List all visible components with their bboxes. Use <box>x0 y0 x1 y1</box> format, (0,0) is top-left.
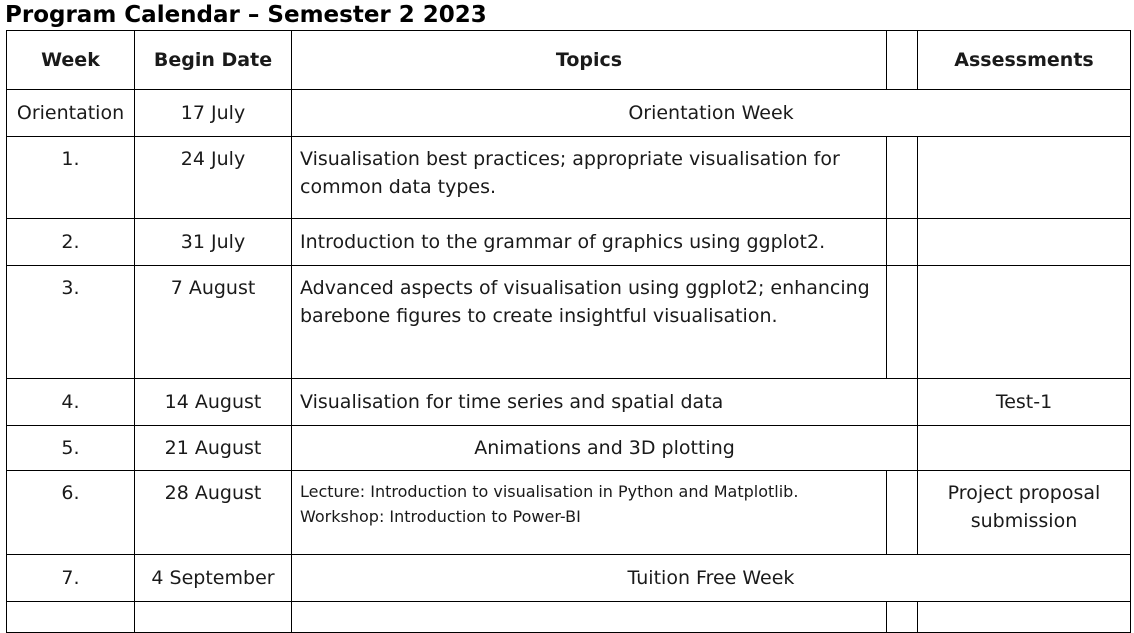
header-topics: Topics <box>291 30 887 90</box>
date-cell: 14 August <box>134 378 292 426</box>
date-cell: 28 August <box>134 470 292 555</box>
week-cell: 1. <box>6 136 135 219</box>
week-cell: 3. <box>6 265 135 379</box>
date-cell <box>134 601 292 633</box>
topic-workshop-line: Workshop: Introduction to Power-BI <box>300 507 581 526</box>
table-row-week-5: 5. 21 August Animations and 3D plotting <box>6 425 1131 471</box>
week-cell <box>6 601 135 633</box>
date-cell: 31 July <box>134 218 292 266</box>
blank-cell <box>886 470 918 555</box>
topic-cell: Orientation Week <box>291 89 1131 137</box>
blank-cell <box>886 218 918 266</box>
program-calendar-table: Week Begin Date Topics Assessments Orien… <box>6 30 1131 633</box>
week-cell: 7. <box>6 554 135 602</box>
topic-cell: Visualisation best practices; appropriat… <box>291 136 887 219</box>
topic-lecture-line: Lecture: Introduction to visualisation i… <box>300 482 799 501</box>
blank-cell <box>886 136 918 219</box>
topic-cell: Tuition Free Week <box>291 554 1131 602</box>
topic-cell: Advanced aspects of visualisation using … <box>291 265 887 379</box>
assessment-cell <box>917 265 1131 379</box>
assessment-cell <box>917 601 1131 633</box>
topic-cell: Animations and 3D plotting <box>291 425 918 471</box>
week-cell: 6. <box>6 470 135 555</box>
table-row-partial <box>6 601 1131 633</box>
date-cell: 4 September <box>134 554 292 602</box>
blank-cell <box>886 601 918 633</box>
topic-cell: Visualisation for time series and spatia… <box>291 378 918 426</box>
header-begin-date: Begin Date <box>134 30 292 90</box>
table-row-week-4: 4. 14 August Visualisation for time seri… <box>6 378 1131 426</box>
date-cell: 24 July <box>134 136 292 219</box>
table-row-week-3: 3. 7 August Advanced aspects of visualis… <box>6 265 1131 379</box>
table-row-orientation: Orientation 17 July Orientation Week <box>6 89 1131 137</box>
assessment-cell: Test-1 <box>917 378 1131 426</box>
week-cell: 2. <box>6 218 135 266</box>
topic-cell <box>291 601 887 633</box>
table-row-week-7: 7. 4 September Tuition Free Week <box>6 554 1131 602</box>
assessment-cell <box>917 425 1131 471</box>
header-week: Week <box>6 30 135 90</box>
header-blank <box>886 30 918 90</box>
week-cell: 4. <box>6 378 135 426</box>
page-title: Program Calendar – Semester 2 2023 <box>5 2 487 28</box>
date-cell: 17 July <box>134 89 292 137</box>
assessment-cell <box>917 218 1131 266</box>
date-cell: 7 August <box>134 265 292 379</box>
table-row-week-1: 1. 24 July Visualisation best practices;… <box>6 136 1131 219</box>
week-cell: 5. <box>6 425 135 471</box>
date-cell: 21 August <box>134 425 292 471</box>
header-assessments: Assessments <box>917 30 1131 90</box>
week-cell: Orientation <box>6 89 135 137</box>
blank-cell <box>886 265 918 379</box>
table-header-row: Week Begin Date Topics Assessments <box>6 30 1131 90</box>
assessment-cell: Project proposal submission <box>917 470 1131 555</box>
table-row-week-2: 2. 31 July Introduction to the grammar o… <box>6 218 1131 266</box>
topic-cell: Introduction to the grammar of graphics … <box>291 218 887 266</box>
topic-cell: Lecture: Introduction to visualisation i… <box>291 470 887 555</box>
table-row-week-6: 6. 28 August Lecture: Introduction to vi… <box>6 470 1131 555</box>
assessment-cell <box>917 136 1131 219</box>
